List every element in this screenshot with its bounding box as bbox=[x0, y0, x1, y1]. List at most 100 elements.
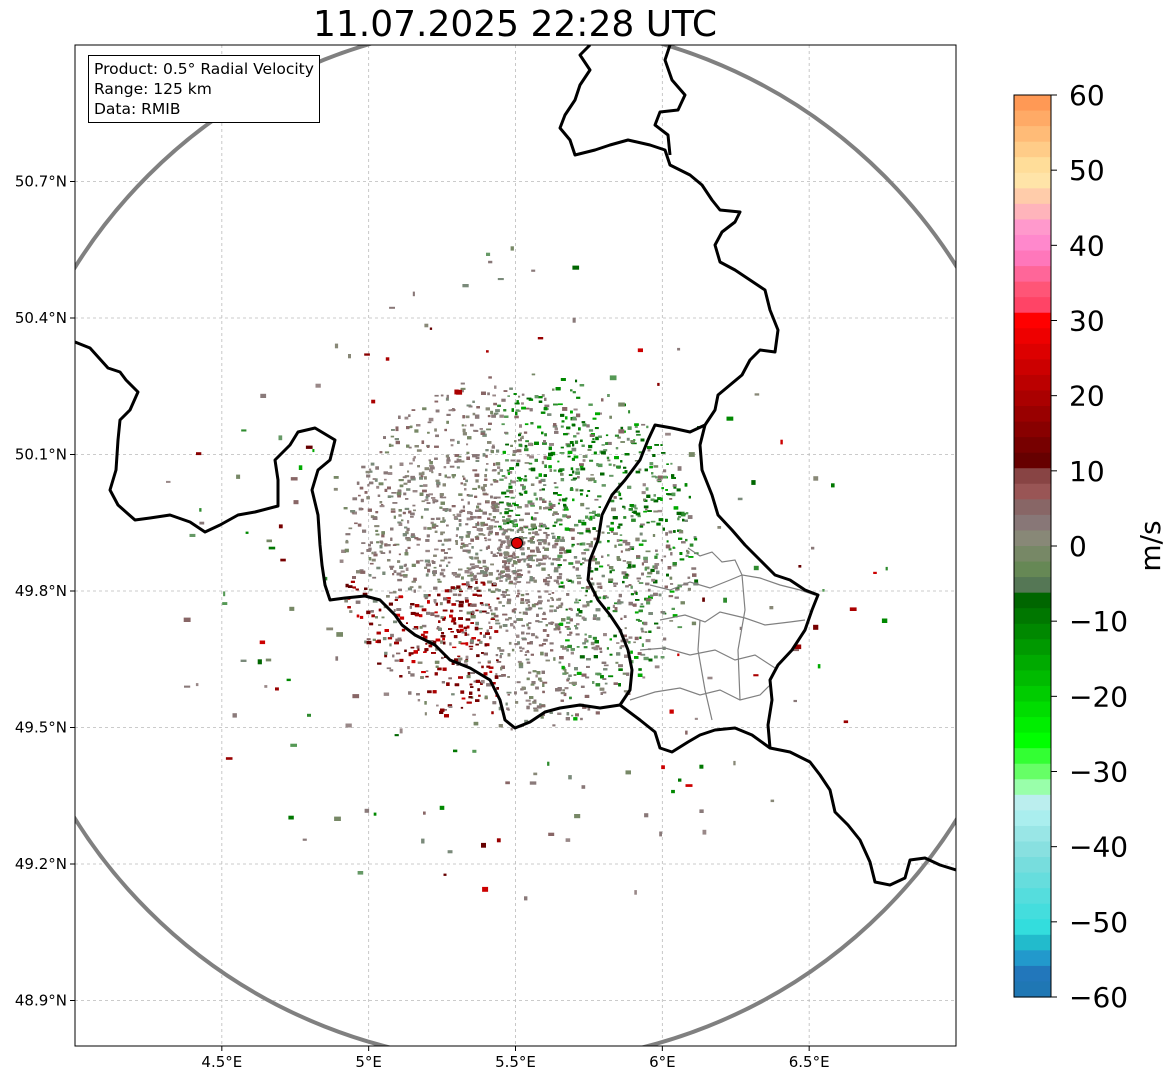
echo-pixel bbox=[502, 591, 507, 594]
echo-pixel bbox=[630, 585, 633, 589]
echo-pixel bbox=[533, 772, 538, 776]
echo-pixel bbox=[484, 568, 489, 572]
echo-pixel bbox=[352, 497, 358, 501]
radar-site-marker bbox=[511, 537, 523, 549]
echo-pixel bbox=[419, 559, 424, 562]
echo-pixel bbox=[395, 613, 401, 617]
echo-pixel bbox=[477, 594, 482, 597]
echo-pixel bbox=[582, 557, 586, 560]
echo-pixel bbox=[511, 521, 515, 524]
echo-pixel bbox=[531, 633, 535, 637]
echo-pixel bbox=[552, 544, 557, 549]
echo-pixel bbox=[645, 639, 651, 643]
echo-pixel bbox=[457, 455, 462, 458]
echo-pixel bbox=[533, 492, 537, 496]
echo-pixel bbox=[475, 460, 480, 462]
echo-pixel bbox=[377, 662, 382, 665]
echo-pixel bbox=[472, 412, 476, 416]
echo-pixel bbox=[286, 678, 291, 682]
echo-pixel bbox=[609, 474, 614, 477]
echo-pixel bbox=[552, 524, 556, 527]
echo-pixel bbox=[289, 606, 295, 611]
echo-pixel bbox=[362, 592, 368, 596]
echo-pixel bbox=[594, 498, 599, 501]
echo-pixel bbox=[516, 459, 521, 463]
echo-pixel bbox=[428, 644, 433, 648]
echo-pixel bbox=[513, 524, 517, 527]
echo-pixel bbox=[648, 595, 653, 600]
echo-pixel bbox=[369, 562, 374, 565]
echo-pixel bbox=[512, 570, 516, 573]
echo-pixel bbox=[383, 471, 388, 475]
echo-pixel bbox=[412, 457, 415, 462]
echo-pixel bbox=[607, 540, 610, 543]
lat-tick-label: 49.8°N bbox=[15, 582, 67, 600]
echo-pixel bbox=[496, 659, 499, 661]
echo-pixel bbox=[368, 588, 373, 591]
echo-pixel bbox=[241, 429, 247, 432]
echo-pixel bbox=[477, 560, 482, 564]
echo-pixel bbox=[470, 604, 474, 607]
echo-pixel bbox=[423, 631, 429, 634]
echo-pixel bbox=[624, 470, 628, 474]
echo-pixel bbox=[560, 581, 564, 584]
echo-pixel bbox=[504, 508, 510, 511]
echo-pixel bbox=[419, 476, 423, 480]
echo-pixel bbox=[462, 544, 466, 548]
echo-pixel bbox=[469, 573, 474, 577]
echo-pixel bbox=[448, 628, 453, 630]
echo-pixel bbox=[615, 447, 619, 450]
colorbar-segment bbox=[1014, 266, 1051, 283]
echo-pixel bbox=[460, 387, 466, 390]
echo-pixel bbox=[520, 484, 524, 487]
echo-pixel bbox=[493, 510, 497, 512]
echo-pixel bbox=[489, 636, 492, 640]
echo-pixel bbox=[542, 546, 545, 549]
echo-pixel bbox=[628, 410, 631, 414]
echo-pixel bbox=[477, 485, 481, 489]
echo-pixel bbox=[643, 556, 648, 560]
echo-pixel bbox=[601, 398, 604, 402]
echo-pixel bbox=[754, 393, 760, 396]
echo-pixel bbox=[356, 614, 360, 618]
echo-pixel bbox=[645, 566, 650, 570]
echo-pixel bbox=[500, 666, 503, 671]
echo-pixel bbox=[677, 466, 682, 471]
echo-pixel bbox=[570, 648, 575, 651]
echo-pixel bbox=[574, 625, 577, 627]
echo-pixel bbox=[422, 635, 428, 639]
echo-pixel bbox=[588, 511, 594, 514]
echo-pixel bbox=[565, 639, 570, 642]
echo-pixel bbox=[581, 552, 586, 555]
echo-pixel bbox=[472, 469, 478, 472]
echo-pixel bbox=[416, 693, 420, 696]
echo-pixel bbox=[448, 556, 453, 559]
echo-pixel bbox=[459, 628, 464, 633]
echo-pixel bbox=[366, 638, 371, 640]
echo-pixel bbox=[629, 546, 635, 549]
echo-pixel bbox=[413, 509, 416, 512]
echo-pixel bbox=[344, 599, 348, 603]
echo-pixel bbox=[396, 608, 402, 611]
echo-pixel bbox=[657, 497, 662, 500]
echo-pixel bbox=[485, 612, 490, 614]
echo-pixel bbox=[640, 523, 645, 526]
echo-pixel bbox=[657, 475, 663, 479]
echo-pixel bbox=[504, 415, 509, 418]
echo-pixel bbox=[541, 431, 544, 435]
echo-pixel bbox=[569, 696, 572, 700]
echo-pixel bbox=[457, 593, 462, 597]
echo-pixel bbox=[592, 527, 596, 530]
echo-pixel bbox=[455, 540, 458, 543]
echo-pixel bbox=[444, 428, 447, 432]
echo-pixel bbox=[468, 543, 472, 545]
echo-pixel bbox=[574, 814, 581, 819]
echo-pixel bbox=[620, 426, 624, 430]
echo-pixel bbox=[409, 462, 413, 465]
echo-pixel bbox=[334, 816, 341, 821]
echo-pixel bbox=[683, 513, 686, 515]
echo-pixel bbox=[646, 425, 649, 429]
echo-pixel bbox=[575, 633, 580, 636]
echo-pixel bbox=[350, 580, 355, 583]
echo-pixel bbox=[653, 592, 658, 596]
